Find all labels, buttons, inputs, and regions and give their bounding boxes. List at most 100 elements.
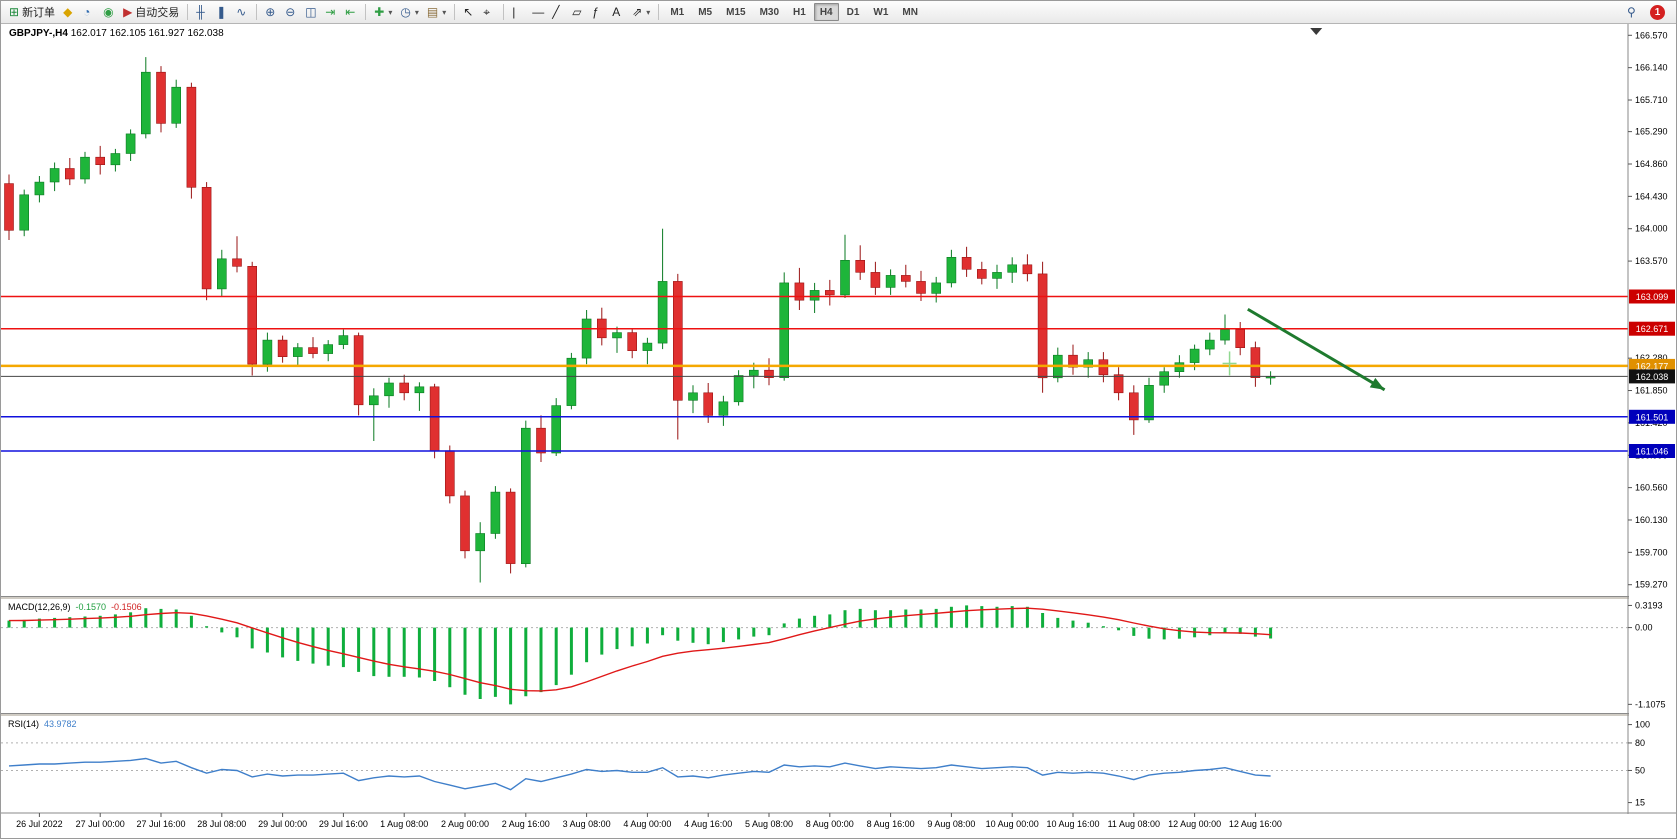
time-tick-label: 2 Aug 16:00: [502, 819, 550, 829]
vertical-line-button[interactable]: |: [508, 2, 528, 22]
time-tick-label: 8 Aug 16:00: [867, 819, 915, 829]
notification-badge[interactable]: 1: [1650, 4, 1665, 20]
channel-icon: ▱: [572, 5, 582, 19]
indicators-icon: ✚: [374, 5, 385, 19]
chevron-down-icon: ▾: [646, 7, 651, 17]
time-tick-label: 12 Aug 00:00: [1168, 819, 1221, 829]
candle: [186, 86, 197, 188]
candle: [1113, 374, 1124, 394]
profiles-button[interactable]: ◆: [59, 2, 79, 22]
candle: [323, 344, 334, 354]
time-tick-label: 4 Aug 16:00: [684, 819, 732, 829]
zoom-in-icon: ⊕: [265, 5, 276, 19]
trendline-button[interactable]: ╱: [548, 2, 568, 22]
candle: [1007, 264, 1018, 273]
search-icon: ⚲: [1627, 5, 1636, 19]
timeframe-m5[interactable]: M5: [698, 6, 713, 18]
time-tick-label: 29 Jul 00:00: [258, 819, 307, 829]
candle: [4, 183, 14, 231]
candle: [444, 450, 455, 497]
tile-windows-button[interactable]: ◫: [301, 2, 321, 22]
zoom-in-button[interactable]: ⊕: [261, 2, 281, 22]
candle: [384, 382, 394, 397]
macd-rsi-splitter[interactable]: [1, 713, 1677, 716]
main-macd-splitter[interactable]: [1, 596, 1677, 599]
horizontal-line-button[interactable]: —: [528, 2, 548, 22]
timeframe-mn[interactable]: MN: [902, 6, 918, 18]
candle: [292, 347, 303, 357]
macd-indicator-label: MACD(12,26,9) -0.1570 -0.1506: [8, 602, 142, 612]
candle: [824, 290, 835, 296]
candle: [1159, 371, 1169, 386]
chart-shift-marker[interactable]: [1310, 28, 1323, 35]
new-order-button[interactable]: ⊞ 新订单: [5, 2, 59, 22]
templates-button[interactable]: ▤ ▾: [423, 2, 450, 22]
search-button[interactable]: ⚲: [1623, 2, 1643, 22]
bar-chart-button[interactable]: ╫: [192, 2, 212, 22]
template-icon: ▤: [426, 5, 439, 19]
auto-scroll-button[interactable]: ⇥: [321, 2, 341, 22]
macd-main-value: -0.1570: [75, 602, 107, 612]
timeframe-m30[interactable]: M30: [759, 6, 780, 18]
support-line-2-badge-label: 161.046: [1636, 447, 1669, 457]
time-tick-label: 27 Jul 00:00: [76, 819, 125, 829]
line-chart-button[interactable]: ∿: [232, 2, 252, 22]
price-axis[interactable]: [1629, 24, 1677, 831]
arrows-button[interactable]: ⇗ ▾: [628, 2, 654, 22]
tile-windows-icon: ◫: [305, 5, 317, 19]
fibonacci-button[interactable]: ƒ: [588, 2, 608, 22]
time-tick-label: 26 Jul 2022: [16, 819, 63, 829]
toolbar-separator: [365, 4, 367, 20]
candle: [764, 369, 774, 379]
candle: [1144, 384, 1154, 421]
candle: [247, 265, 257, 365]
candle: [672, 281, 683, 401]
candle: [338, 335, 349, 345]
candle: [368, 395, 379, 406]
time-tick-label: 3 Aug 08:00: [563, 819, 611, 829]
timeframe-m15[interactable]: M15: [726, 6, 746, 18]
timeframe-h4[interactable]: H4: [813, 3, 839, 21]
chart-shift-button[interactable]: ⇤: [341, 2, 361, 22]
candle: [1250, 347, 1261, 379]
timeframe-m1[interactable]: M1: [670, 6, 685, 18]
channel-button[interactable]: ▱: [568, 2, 588, 22]
navigator-button[interactable]: ◉: [99, 2, 119, 22]
toolbar-right-group: ⚲ 1: [1623, 2, 1672, 22]
sell-arrow-head[interactable]: [1369, 377, 1385, 390]
crosshair-button[interactable]: ⌖: [479, 2, 499, 22]
candle: [1083, 359, 1093, 368]
chart-title: GBPJPY-,H4 162.017 162.105 161.927 162.0…: [9, 28, 224, 39]
indicators-button[interactable]: ✚ ▾: [370, 2, 396, 22]
rsi-name: RSI(14): [8, 719, 40, 729]
periods-button[interactable]: ◷ ▾: [396, 2, 423, 22]
toolbar-separator: [187, 4, 189, 20]
macd-scale-label: 0.00: [1635, 623, 1653, 633]
cursor-button[interactable]: ↖: [459, 2, 479, 22]
sell-arrow[interactable]: [1247, 307, 1386, 392]
chevron-down-icon: ▾: [442, 7, 447, 17]
market-watch-button[interactable]: ◔: [79, 2, 99, 22]
candle: [1205, 339, 1215, 350]
zoom-out-button[interactable]: ⊖: [281, 2, 301, 22]
timeframe-w1[interactable]: W1: [873, 6, 889, 18]
cursor-icon: ↖: [463, 5, 474, 19]
time-axis[interactable]: [1, 814, 1677, 832]
candle: [536, 427, 546, 454]
bar-chart-icon: ╫: [196, 5, 205, 19]
candle: [262, 339, 273, 365]
candle: [581, 318, 592, 359]
timeframe-d1[interactable]: D1: [846, 6, 860, 18]
candlestick-chart-button[interactable]: ❚: [212, 2, 232, 22]
candle: [399, 382, 410, 394]
timeframe-h1[interactable]: H1: [793, 6, 806, 18]
rsi-value: 43.9782: [44, 719, 77, 729]
text-button[interactable]: A: [608, 2, 628, 22]
auto-trading-button[interactable]: ▶ 自动交易: [119, 2, 183, 22]
price-tick-label: 165.710: [1635, 95, 1668, 105]
price-tick-label: 161.850: [1635, 386, 1668, 396]
toolbar: ⊞ 新订单 ◆ ◔ ◉ ▶ 自动交易 ╫ ❚ ∿ ⊕ ⊖ ◫ ⇥ ⇤ ✚ ▾ ◷ ▾ ▤ ▾ ↖ ⌖ | — ╱ ▱ ƒ A ⇗ ▾ M1 M5…: [1, 1, 1676, 24]
price-tick-label: 162.280: [1635, 353, 1668, 363]
